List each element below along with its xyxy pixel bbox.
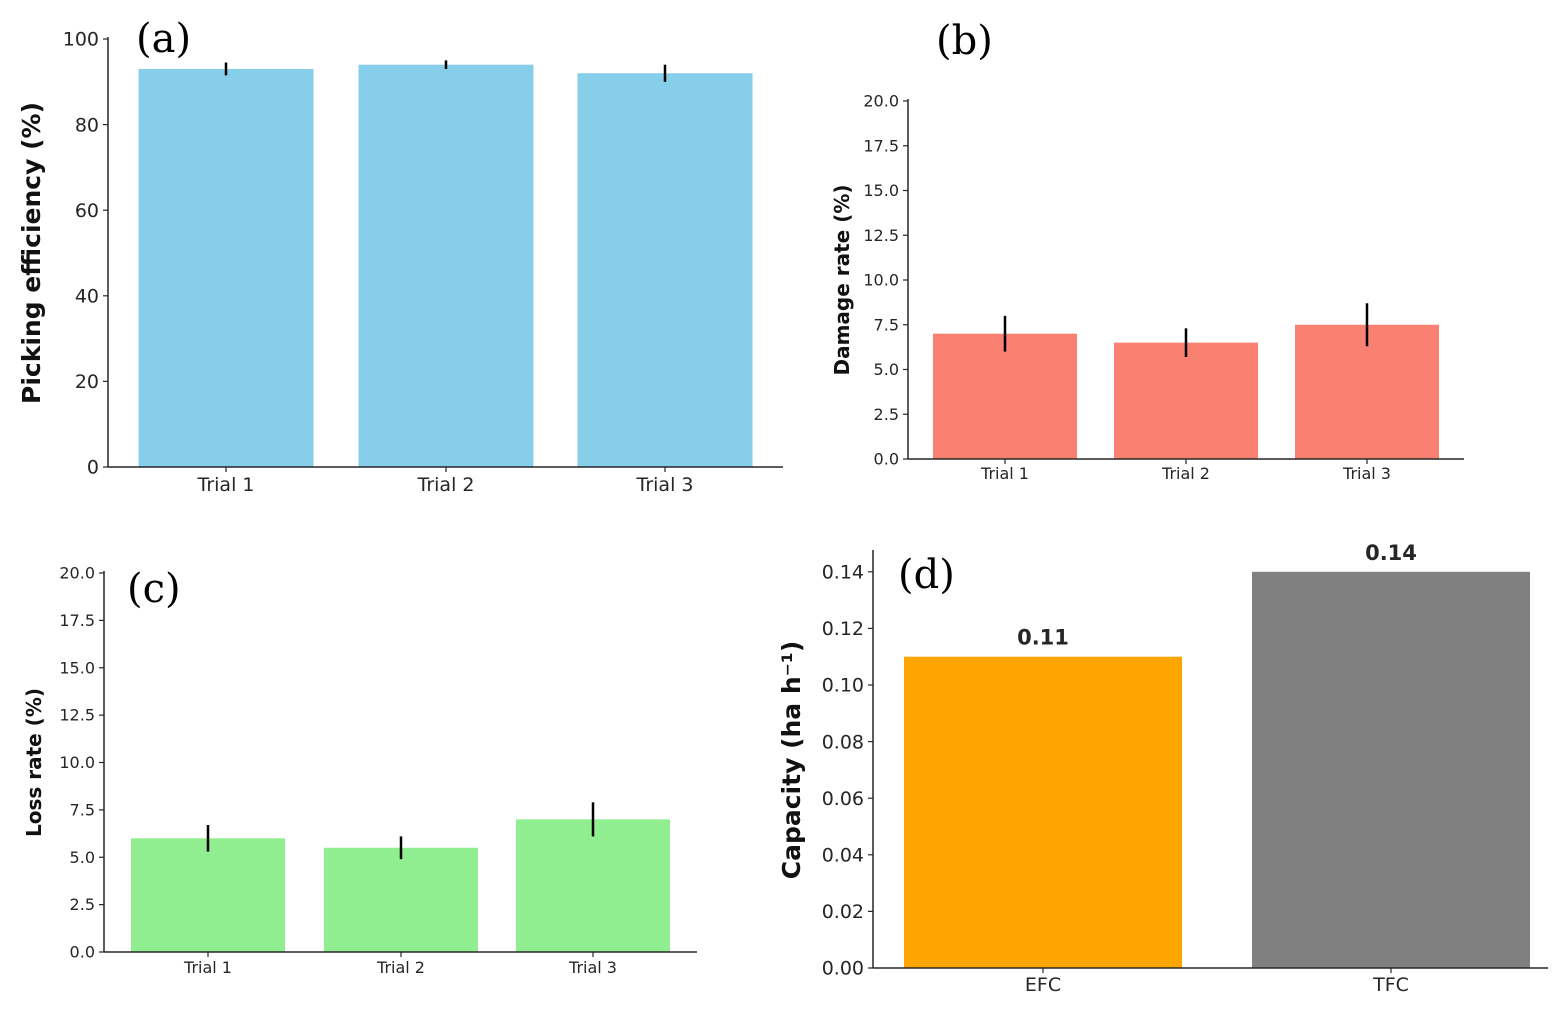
y-tick-label: 5.0 — [874, 360, 899, 379]
y-axis-label: Picking efficiency (%) — [17, 102, 46, 404]
y-tick-label: 12.5 — [59, 706, 95, 725]
x-tick-label: Trial 1 — [183, 958, 232, 977]
bar-trial-2 — [1114, 342, 1258, 459]
x-tick-label: Trial 3 — [636, 474, 694, 496]
x-tick-label: TFC — [1372, 974, 1409, 996]
x-tick-label: Trial 2 — [417, 474, 475, 496]
y-tick-label: 10.0 — [59, 753, 95, 772]
panel-label: (c) — [127, 566, 181, 612]
y-tick-label: 7.5 — [874, 315, 899, 334]
bar-trial-1 — [131, 838, 285, 952]
y-tick-label: 20.0 — [863, 92, 899, 111]
panel-label: (b) — [936, 18, 993, 64]
y-tick-label: 10.0 — [863, 271, 899, 290]
panel-label: (d) — [898, 552, 955, 598]
y-tick-label: 0.14 — [822, 561, 864, 583]
y-axis-label: Capacity (ha h⁻¹) — [777, 641, 806, 880]
bar-trial-3 — [1295, 324, 1439, 459]
bar-efc — [904, 656, 1182, 968]
y-tick-label: 80 — [75, 114, 99, 136]
y-tick-label: 0.04 — [822, 844, 864, 866]
x-tick-label: EFC — [1025, 974, 1061, 996]
y-tick-label: 0.02 — [822, 901, 864, 923]
x-tick-label: Trial 1 — [197, 474, 255, 496]
data-label: 0.14 — [1365, 541, 1417, 565]
panel-label: (a) — [136, 16, 191, 62]
y-tick-label: 0.08 — [822, 731, 864, 753]
bar-trial-3 — [516, 819, 670, 952]
y-tick-label: 20.0 — [59, 564, 95, 583]
y-tick-label: 0.0 — [70, 943, 95, 962]
y-tick-label: 5.0 — [70, 848, 95, 867]
bar-trial-3 — [577, 73, 753, 468]
x-tick-label: Trial 1 — [980, 464, 1029, 483]
y-tick-label: 0.0 — [874, 450, 899, 469]
y-tick-label: 0 — [87, 457, 99, 479]
y-axis-label: Damage rate (%) — [830, 184, 854, 375]
y-tick-label: 0.06 — [822, 788, 864, 810]
y-tick-label: 7.5 — [70, 800, 95, 819]
y-tick-label: 12.5 — [863, 226, 899, 245]
bar-tfc — [1252, 571, 1530, 968]
bar-trial-2 — [324, 847, 478, 952]
y-tick-label: 0.10 — [822, 675, 864, 697]
y-tick-label: 60 — [75, 200, 99, 222]
x-tick-label: Trial 2 — [376, 958, 425, 977]
y-tick-label: 15.0 — [59, 658, 95, 677]
x-tick-label: Trial 2 — [1161, 464, 1210, 483]
y-tick-label: 17.5 — [59, 611, 95, 630]
y-tick-label: 0.12 — [822, 618, 864, 640]
data-label: 0.11 — [1017, 626, 1069, 650]
y-tick-label: 100 — [63, 29, 99, 51]
y-tick-label: 2.5 — [70, 895, 95, 914]
bar-trial-1 — [138, 68, 314, 468]
x-tick-label: Trial 3 — [568, 958, 617, 977]
y-tick-label: 2.5 — [874, 405, 899, 424]
y-tick-label: 15.0 — [863, 181, 899, 200]
x-tick-label: Trial 3 — [1342, 464, 1391, 483]
bar-trial-1 — [933, 333, 1077, 459]
y-tick-label: 17.5 — [863, 136, 899, 155]
y-tick-label: 20 — [75, 371, 99, 393]
y-tick-label: 40 — [75, 285, 99, 307]
y-axis-label: Loss rate (%) — [22, 688, 46, 837]
y-tick-label: 0.00 — [822, 958, 864, 980]
bar-trial-2 — [358, 64, 534, 468]
